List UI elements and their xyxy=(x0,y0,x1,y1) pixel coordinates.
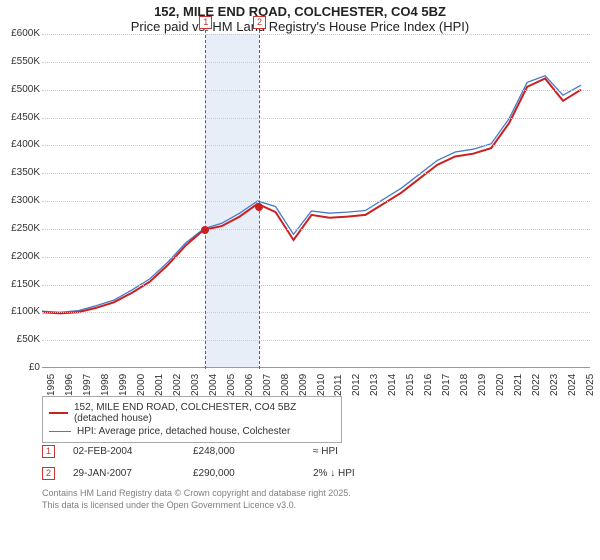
gridline xyxy=(42,173,590,174)
footer-line1: Contains HM Land Registry data © Crown c… xyxy=(42,488,590,500)
plot-region: 12 xyxy=(42,34,590,368)
x-axis-label: 2000 xyxy=(136,374,147,396)
sale-row-2: 2 29-JAN-2007 £290,000 2% ↓ HPI xyxy=(42,464,590,482)
x-axis-label: 2022 xyxy=(531,374,542,396)
gridline xyxy=(42,145,590,146)
x-axis-label: 2002 xyxy=(172,374,183,396)
y-axis-label: £450K xyxy=(0,112,40,123)
y-axis-label: £150K xyxy=(0,279,40,290)
sale-marker-box: 1 xyxy=(199,16,212,29)
legend-swatch xyxy=(49,412,68,414)
y-axis-label: £550K xyxy=(0,56,40,67)
sale-date-2: 29-JAN-2007 xyxy=(73,468,193,479)
x-axis-label: 2024 xyxy=(567,374,578,396)
sale-price-2: £290,000 xyxy=(193,468,313,479)
footer-attribution: Contains HM Land Registry data © Crown c… xyxy=(42,488,590,511)
sale-row-1: 1 02-FEB-2004 £248,000 ≈ HPI xyxy=(42,442,590,460)
x-axis-label: 2017 xyxy=(441,374,452,396)
x-axis-label: 2016 xyxy=(423,374,434,396)
x-axis-label: 2023 xyxy=(549,374,560,396)
y-axis-label: £0 xyxy=(0,362,40,373)
sale-marker-2: 2 xyxy=(42,467,55,480)
sale-note-1: ≈ HPI xyxy=(313,446,433,457)
gridline xyxy=(42,118,590,119)
sale-price-1: £248,000 xyxy=(193,446,313,457)
x-axis-label: 2006 xyxy=(244,374,255,396)
x-axis-label: 2005 xyxy=(226,374,237,396)
gridline xyxy=(42,312,590,313)
sale-marker-box: 2 xyxy=(253,16,266,29)
x-axis-label: 2011 xyxy=(333,374,344,396)
chart-area: 12 £0 £50K £100K £150K £200K £250K £300K £350K £… xyxy=(0,34,600,396)
x-axis-label: 2014 xyxy=(387,374,398,396)
gridline xyxy=(42,285,590,286)
x-axis-label: 2013 xyxy=(369,374,380,396)
series-hpi xyxy=(42,76,581,312)
chart-title: 152, MILE END ROAD, COLCHESTER, CO4 5BZ … xyxy=(0,0,600,36)
x-axis-label: 2010 xyxy=(316,374,327,396)
sale-point xyxy=(255,203,263,211)
y-axis-label: £250K xyxy=(0,223,40,234)
gridline xyxy=(42,201,590,202)
gridline xyxy=(42,229,590,230)
series-property xyxy=(42,79,581,314)
legend-label: HPI: Average price, detached house, Colc… xyxy=(77,426,290,437)
y-axis-label: £600K xyxy=(0,28,40,39)
x-axis-label: 2001 xyxy=(154,374,165,396)
x-axis-label: 1997 xyxy=(82,374,93,396)
y-axis-label: £200K xyxy=(0,251,40,262)
sale-marker-1: 1 xyxy=(42,445,55,458)
x-axis-label: 2008 xyxy=(280,374,291,396)
gridline xyxy=(42,90,590,91)
x-axis-label: 2009 xyxy=(298,374,309,396)
x-axis-label: 2004 xyxy=(208,374,219,396)
x-axis-label: 2025 xyxy=(585,374,596,396)
title-subtitle: Price paid vs. HM Land Registry's House … xyxy=(0,19,600,34)
y-axis-label: £500K xyxy=(0,84,40,95)
legend: 152, MILE END ROAD, COLCHESTER, CO4 5BZ … xyxy=(42,396,342,443)
legend-item: HPI: Average price, detached house, Colc… xyxy=(49,425,335,438)
sale-note-2: 2% ↓ HPI xyxy=(313,468,433,479)
gridline xyxy=(42,257,590,258)
gridline xyxy=(42,62,590,63)
y-axis-label: £50K xyxy=(0,334,40,345)
sale-vline xyxy=(205,30,206,369)
x-axis-label: 2020 xyxy=(495,374,506,396)
x-axis-label: 2021 xyxy=(513,374,524,396)
legend-item: 152, MILE END ROAD, COLCHESTER, CO4 5BZ … xyxy=(49,401,335,425)
x-axis-label: 2019 xyxy=(477,374,488,396)
x-axis-label: 1998 xyxy=(100,374,111,396)
y-axis-label: £350K xyxy=(0,167,40,178)
x-axis-label: 2018 xyxy=(459,374,470,396)
sale-date-1: 02-FEB-2004 xyxy=(73,446,193,457)
x-axis-label: 2012 xyxy=(351,374,362,396)
y-axis-label: £100K xyxy=(0,306,40,317)
sale-vline xyxy=(259,30,260,369)
gridline xyxy=(42,340,590,341)
sale-point xyxy=(201,226,209,234)
x-axis-label: 1995 xyxy=(46,374,57,396)
y-axis-label: £400K xyxy=(0,139,40,150)
x-axis-label: 2007 xyxy=(262,374,273,396)
y-axis-label: £300K xyxy=(0,195,40,206)
x-axis-label: 1996 xyxy=(64,374,75,396)
gridline xyxy=(42,34,590,35)
legend-label: 152, MILE END ROAD, COLCHESTER, CO4 5BZ … xyxy=(74,402,335,424)
x-axis-label: 1999 xyxy=(118,374,129,396)
legend-swatch xyxy=(49,431,71,432)
title-address: 152, MILE END ROAD, COLCHESTER, CO4 5BZ xyxy=(0,4,600,19)
x-axis-label: 2003 xyxy=(190,374,201,396)
footer-line2: This data is licensed under the Open Gov… xyxy=(42,500,590,512)
x-axis-label: 2015 xyxy=(405,374,416,396)
